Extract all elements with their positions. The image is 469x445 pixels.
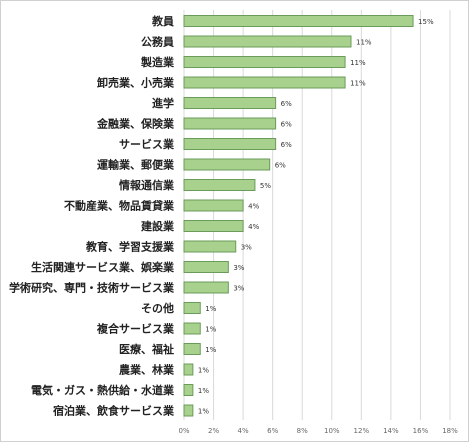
bar (183, 302, 201, 314)
value-label: 3% (241, 244, 252, 252)
value-label: 1% (205, 346, 216, 354)
category-label: 情報通信業 (119, 178, 175, 192)
category-label: 進学 (152, 96, 174, 110)
category-label: 医療、福祉 (119, 342, 174, 356)
x-tick-label: 14% (383, 427, 399, 435)
category-label: その他 (141, 301, 174, 315)
bar (183, 404, 194, 417)
value-label: 11% (350, 80, 366, 88)
category-label: 金融業、保険業 (96, 117, 175, 131)
category-label: 公務員 (141, 35, 174, 49)
category-label: 運輸業、郵便業 (97, 158, 175, 172)
category-label: 生活関連サービス業、娯楽業 (31, 260, 175, 274)
bar (183, 76, 346, 89)
bar (183, 322, 201, 335)
value-label: 1% (205, 326, 216, 334)
value-label: 6% (275, 162, 286, 170)
value-label: 15% (418, 18, 434, 26)
value-label: 1% (205, 305, 216, 313)
value-label: 4% (248, 223, 259, 231)
value-label: 3% (233, 285, 244, 293)
gridlines (183, 10, 451, 420)
bar (183, 261, 229, 273)
bar (183, 343, 201, 355)
value-label: 1% (198, 408, 209, 416)
value-label: 1% (198, 367, 209, 375)
bar (183, 281, 229, 294)
bar (183, 179, 256, 191)
bar (183, 363, 194, 376)
bar (183, 240, 237, 253)
x-tick-label: 2% (208, 427, 219, 435)
category-label: 教育、学習支援業 (85, 240, 175, 254)
value-label: 11% (350, 59, 366, 67)
x-tick-label: 16% (413, 427, 429, 435)
category-label: 不動産業、物品賃貸業 (64, 199, 175, 213)
bar (183, 15, 414, 27)
category-label: 電気・ガス・熱供給・水道業 (31, 383, 175, 397)
bar (183, 35, 352, 48)
value-label: 4% (248, 203, 259, 211)
value-label: 3% (233, 264, 244, 272)
value-label: 11% (356, 39, 372, 47)
value-label: 5% (260, 182, 271, 190)
x-tick-label: 8% (297, 427, 308, 435)
category-label: 宿泊業、飲食サービス業 (53, 404, 175, 418)
x-tick-label: 4% (238, 427, 249, 435)
category-label: 学術研究、専門・技術サービス業 (9, 281, 175, 295)
category-label: 複合サービス業 (96, 322, 175, 336)
bar (183, 199, 244, 212)
bar (183, 220, 244, 232)
value-label: 6% (281, 141, 292, 149)
category-label: 農業、林業 (119, 363, 175, 377)
bar (183, 384, 194, 396)
category-label: サービス業 (119, 137, 175, 151)
category-label: 卸売業、小売業 (97, 76, 175, 90)
category-label: 教員 (151, 14, 174, 28)
value-label: 6% (281, 100, 292, 108)
x-tick-label: 6% (267, 427, 278, 435)
x-tick-label: 10% (324, 427, 340, 435)
x-tick-label: 18% (442, 427, 458, 435)
x-tick-label: 0% (178, 427, 189, 435)
category-label: 製造業 (140, 55, 175, 69)
bar (183, 97, 277, 109)
x-tick-label: 12% (354, 427, 370, 435)
value-label: 1% (198, 387, 209, 395)
category-label: 建設業 (141, 219, 175, 233)
bar (183, 138, 277, 150)
value-label: 6% (281, 121, 292, 129)
bar (183, 56, 346, 68)
bar (183, 158, 271, 171)
bar (183, 117, 277, 130)
